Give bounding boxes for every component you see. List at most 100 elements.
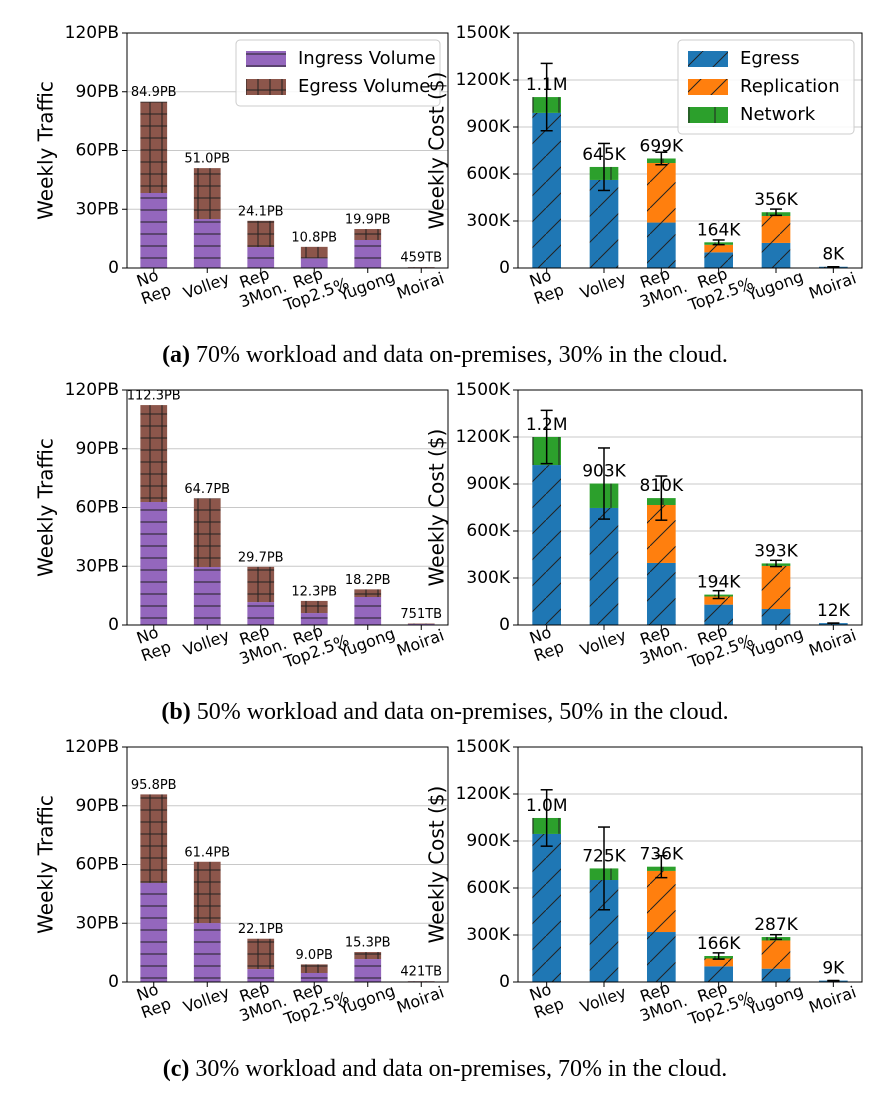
y-tick-label: 30PB xyxy=(75,913,119,933)
x-tick-label: Moirai xyxy=(806,268,858,303)
total-label: 194K xyxy=(697,573,741,593)
x-tick-label: Volley xyxy=(577,268,628,302)
caption: (a) 70% workload and data on-premises, 30… xyxy=(162,342,728,368)
bar-segment xyxy=(140,502,168,625)
y-tick-label: 1200K xyxy=(456,784,511,804)
y-tick-label: 900K xyxy=(466,474,510,494)
bar-segment xyxy=(247,938,275,970)
bar-segment xyxy=(761,940,791,969)
y-tick-label: 30PB xyxy=(75,556,119,576)
total-label: 699K xyxy=(640,136,684,156)
y-tick-label: 300K xyxy=(466,925,510,945)
y-tick-label: 1500K xyxy=(456,380,511,400)
y-tick-label: 60PB xyxy=(75,141,119,161)
bar-segment xyxy=(704,596,733,605)
total-label: 1.2M xyxy=(526,415,568,435)
x-tick-label: Yugong xyxy=(335,623,397,661)
y-tick-label: 900K xyxy=(466,117,510,137)
bar-segment xyxy=(193,923,221,982)
bar-segment xyxy=(193,498,221,568)
plot-frame xyxy=(126,389,449,626)
y-tick-label: 90PB xyxy=(75,439,119,459)
bar-segment xyxy=(193,168,221,220)
total-label: 725K xyxy=(582,846,626,866)
plot-frame xyxy=(126,746,449,983)
total-label: 421TB xyxy=(400,965,442,980)
legend-label: Network xyxy=(740,104,816,125)
plot-frame xyxy=(517,32,863,269)
x-tick-label: Yugong xyxy=(743,266,805,304)
y-tick-label: 1200K xyxy=(456,70,511,90)
plot-frame xyxy=(517,746,863,983)
bar-segment xyxy=(300,600,328,614)
caption-text: 50% workload and data on-premises, 50% i… xyxy=(197,699,729,725)
bar-segment xyxy=(761,968,791,982)
bar-segment xyxy=(300,613,328,625)
x-tick-label: Rep 3Mon. xyxy=(631,616,690,668)
total-label: 29.7PB xyxy=(238,550,284,565)
bar-segment xyxy=(354,239,382,268)
bar-segment xyxy=(589,507,619,625)
y-tick-label: 1200K xyxy=(456,427,511,447)
bar-segment xyxy=(761,609,791,625)
bar-segment xyxy=(247,969,275,982)
total-label: 903K xyxy=(582,462,626,482)
bar-segment xyxy=(140,794,168,883)
total-label: 12K xyxy=(817,601,851,621)
total-label: 166K xyxy=(697,934,741,954)
y-tick-label: 600K xyxy=(466,521,510,541)
total-label: 751TB xyxy=(400,607,442,622)
legend-swatch xyxy=(246,79,286,95)
total-label: 1.1M xyxy=(526,75,568,95)
x-tick-label: No Rep xyxy=(525,620,566,665)
total-label: 18.2PB xyxy=(345,573,391,588)
legend-swatch xyxy=(688,107,728,123)
legend-label: Egress Volume xyxy=(298,76,430,97)
bar-segment xyxy=(647,163,676,223)
total-label: 356K xyxy=(754,190,798,210)
bar-segment xyxy=(532,112,561,269)
x-tick-label: No Rep xyxy=(525,263,566,308)
plot-frame xyxy=(126,32,449,269)
total-label: 1.0M xyxy=(526,796,568,816)
bar-segment xyxy=(300,972,328,982)
x-tick-label: Yugong xyxy=(335,980,397,1018)
x-tick-label: Moirai xyxy=(394,625,446,660)
y-tick-label: 0 xyxy=(108,615,119,635)
x-tick-label: Volley xyxy=(181,268,232,302)
caption-label: (c) xyxy=(163,1056,190,1082)
total-label: 61.4PB xyxy=(184,845,230,860)
bar-segment xyxy=(761,565,791,610)
x-tick-label: Volley xyxy=(181,625,232,659)
y-tick-label: 0 xyxy=(108,258,119,278)
legend-label: Ingress Volume xyxy=(298,48,436,69)
y-tick-label: 0 xyxy=(499,258,510,278)
total-label: 24.1PB xyxy=(238,204,284,219)
y-tick-label: 900K xyxy=(466,831,510,851)
bar-segment xyxy=(532,465,561,625)
bar-segment xyxy=(247,247,275,268)
caption: (c) 30% workload and data on-premises, 70… xyxy=(163,1056,728,1082)
x-tick-label: Yugong xyxy=(743,623,805,661)
y-axis-label: Weekly Traffic xyxy=(34,795,58,934)
bar-segment xyxy=(704,958,733,967)
total-label: 15.3PB xyxy=(345,936,391,951)
x-tick-label: No Rep xyxy=(132,620,173,665)
x-tick-label: Rep 3Mon. xyxy=(631,259,690,311)
bar-segment xyxy=(354,952,382,960)
bar-segment xyxy=(140,405,168,503)
y-tick-label: 120PB xyxy=(65,23,119,43)
x-tick-label: Rep 3Mon. xyxy=(230,616,289,668)
total-label: 164K xyxy=(697,220,741,240)
total-label: 64.7PB xyxy=(184,482,230,497)
bar-segment xyxy=(761,242,791,268)
x-tick-label: Volley xyxy=(577,625,628,659)
bar-segment xyxy=(300,246,328,259)
y-tick-label: 600K xyxy=(466,878,510,898)
bar-segment xyxy=(704,244,733,253)
bar-segment xyxy=(647,932,676,982)
y-tick-label: 300K xyxy=(466,211,510,231)
y-tick-label: 1500K xyxy=(456,23,511,43)
